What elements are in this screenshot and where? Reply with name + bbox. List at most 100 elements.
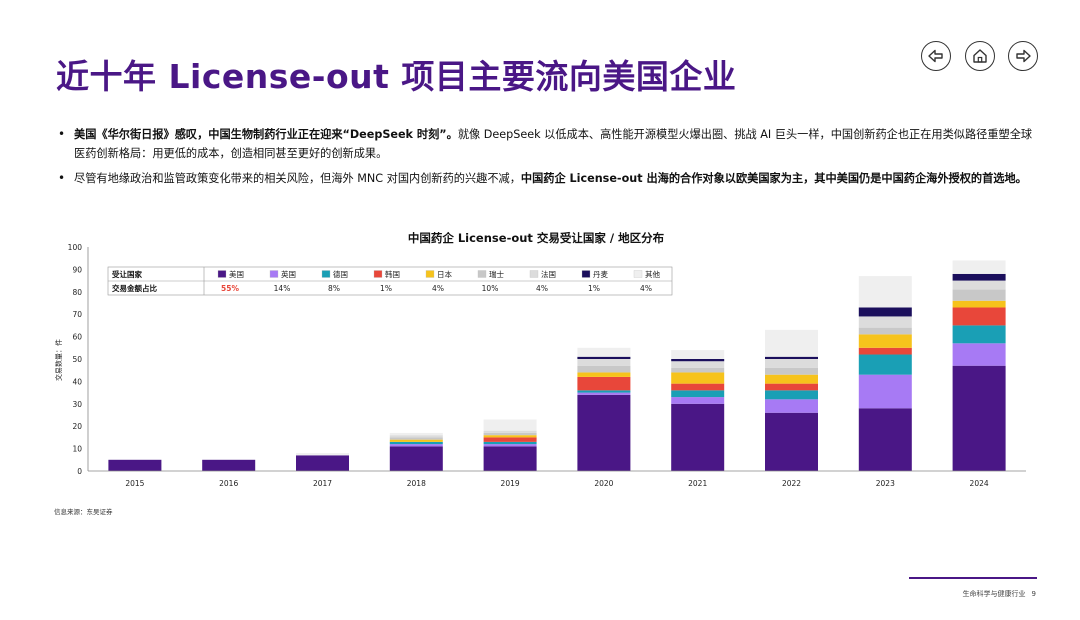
legend-swatch <box>633 270 643 278</box>
bar-segment <box>671 390 725 398</box>
bar-segment <box>765 399 818 413</box>
bullet-bold-lead: 美国《华尔街日报》感叹，中国生物制药行业正在迎来“DeepSeek 时刻”。 <box>74 128 458 141</box>
bar-segment <box>577 376 631 391</box>
y-tick-label: 30 <box>72 400 82 409</box>
back-button[interactable] <box>921 41 951 71</box>
home-button[interactable] <box>965 41 995 71</box>
y-tick-label: 10 <box>72 445 82 454</box>
bar-segment <box>389 444 443 447</box>
legend-share-value: 14% <box>274 284 291 293</box>
arrow-left-icon <box>928 49 943 63</box>
bar-segment <box>671 403 725 471</box>
y-tick-label: 90 <box>72 265 82 274</box>
bar-segment <box>483 441 537 445</box>
x-tick-label: 2015 <box>125 479 144 488</box>
bullet-text: 就像 DeepSeek 以低成本、高性能开源模型火爆出圈、挑战 AI 巨头一样，… <box>74 128 1033 160</box>
bar-segment <box>765 367 818 375</box>
footer-label: 生命科学与健康行业 <box>962 590 1026 598</box>
x-tick-label: 2024 <box>970 479 989 488</box>
bar-segment <box>671 397 725 404</box>
x-tick-label: 2022 <box>782 479 801 488</box>
bar-segment <box>483 444 537 447</box>
bar-segment <box>389 435 443 438</box>
bar-segment <box>858 276 912 308</box>
bar-segment <box>671 372 725 384</box>
bar-segment <box>671 361 725 368</box>
bar-segment <box>952 300 1006 308</box>
bar-segment <box>671 383 725 391</box>
bar-segment <box>858 374 912 409</box>
bar-segment <box>765 359 818 368</box>
bar-segment <box>765 390 818 400</box>
y-tick-label: 80 <box>72 288 82 297</box>
legend-share-value: 4% <box>432 284 444 293</box>
bar-segment <box>389 446 443 471</box>
legend-swatch <box>217 270 227 278</box>
legend-swatch <box>529 270 539 278</box>
page-number: 9 <box>1031 590 1036 598</box>
bar-segment <box>952 289 1006 301</box>
bar-segment <box>577 390 631 393</box>
bar-segment <box>858 327 912 335</box>
legend-share-value: 4% <box>640 284 652 293</box>
bar-segment <box>858 307 912 317</box>
home-icon <box>973 49 987 63</box>
bar-segment <box>952 280 1006 290</box>
legend-row-label: 交易金额占比 <box>112 283 157 293</box>
legend-share-value: 4% <box>536 284 548 293</box>
source-note: 信息来源：东吴证券 <box>54 508 113 516</box>
legend-swatch <box>269 270 279 278</box>
legend-swatch <box>321 270 331 278</box>
y-axis-label: 交易数量：件 <box>54 339 63 381</box>
footer: 生命科学与健康行业 9 <box>963 589 1036 599</box>
y-tick-label: 20 <box>72 422 82 431</box>
bar-segment <box>577 392 631 395</box>
bar-segment <box>577 359 631 366</box>
legend-label: 法国 <box>541 269 556 279</box>
legend-label: 德国 <box>333 269 348 279</box>
y-tick-label: 40 <box>72 377 82 386</box>
forward-button[interactable] <box>1008 41 1038 71</box>
x-tick-label: 2021 <box>688 479 707 488</box>
x-tick-label: 2016 <box>219 479 238 488</box>
bar-segment <box>858 316 912 328</box>
chart-title: 中国药企 License-out 交易受让国家 / 地区分布 <box>408 231 665 245</box>
legend-swatch <box>581 270 591 278</box>
bullet-bold-tail: 中国药企 License-out 出海的合作对象以欧美国家为主，其中美国仍是中国… <box>520 172 1027 185</box>
bar-segment <box>765 374 818 384</box>
bullet-item: 美国《华尔街日报》感叹，中国生物制药行业正在迎来“DeepSeek 时刻”。就像… <box>58 125 1038 163</box>
bar-segment <box>765 329 818 357</box>
bar-segment <box>765 412 818 471</box>
legend-row-label: 受让国家 <box>112 269 142 279</box>
bar-segment <box>952 365 1006 471</box>
bar-segment <box>483 446 537 471</box>
y-tick-label: 0 <box>77 467 82 476</box>
y-tick-label: 50 <box>72 355 82 364</box>
legend-swatch <box>373 270 383 278</box>
bar-segment <box>952 325 1006 344</box>
bar-segment <box>296 455 349 471</box>
x-tick-label: 2023 <box>876 479 895 488</box>
bar-segment <box>952 273 1006 281</box>
bar-segment <box>858 354 912 375</box>
bar-segment <box>858 408 912 471</box>
legend-share-value: 10% <box>482 284 499 293</box>
legend-share-value: 1% <box>380 284 392 293</box>
bar-segment <box>952 343 1006 366</box>
bullet-item: 尽管有地缘政治和监管政策变化带来的相关风险，但海外 MNC 对国内创新药的兴趣不… <box>58 169 1038 188</box>
bar-segment <box>389 437 443 440</box>
stacked-bar-chart: 中国药企 License-out 交易受让国家 / 地区分布 0 10 20 30 40 5… <box>54 231 1026 488</box>
legend-swatch <box>425 270 435 278</box>
bar-segment <box>389 441 443 445</box>
bar-segment <box>671 367 725 373</box>
legend-share-value: 8% <box>328 284 340 293</box>
bar-segment <box>389 432 443 436</box>
footer-divider <box>909 577 1037 579</box>
x-tick-label: 2017 <box>313 479 332 488</box>
bar-segment <box>296 453 349 456</box>
legend-label: 韩国 <box>385 269 400 279</box>
bar-segment <box>483 432 537 436</box>
bar-segment <box>671 359 725 362</box>
bullet-list: 美国《华尔街日报》感叹，中国生物制药行业正在迎来“DeepSeek 时刻”。就像… <box>58 125 1038 194</box>
bar-segment <box>671 350 725 359</box>
